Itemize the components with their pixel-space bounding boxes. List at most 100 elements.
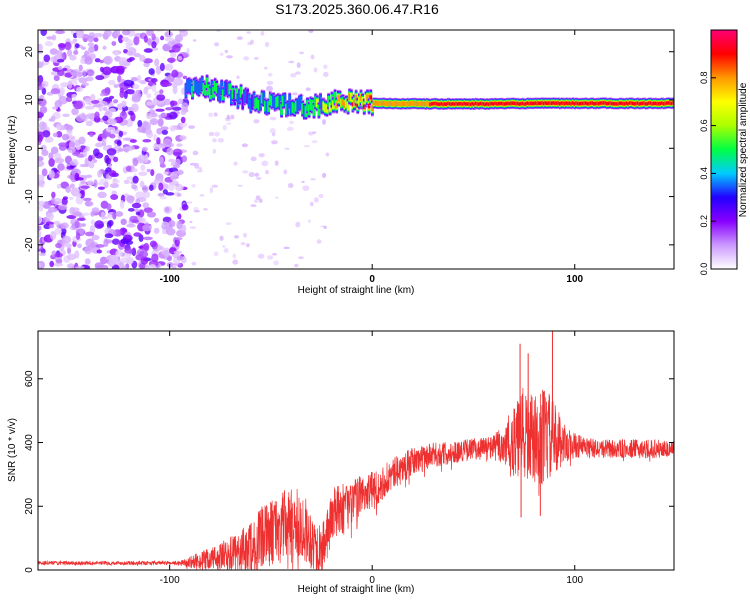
noise-speckle bbox=[226, 122, 232, 125]
signal-cell bbox=[382, 100, 386, 106]
signal-cell bbox=[458, 102, 462, 106]
signal-cell bbox=[609, 101, 612, 105]
noise-speckle bbox=[309, 201, 314, 207]
signal-cell bbox=[498, 101, 502, 106]
noise-speckle bbox=[151, 41, 157, 49]
noise-speckle bbox=[78, 64, 83, 72]
signal-cell bbox=[413, 101, 416, 106]
signal-cell bbox=[387, 101, 390, 106]
noise-speckle bbox=[48, 158, 55, 167]
noise-speckle bbox=[99, 178, 108, 183]
noise-speckle bbox=[160, 35, 165, 41]
noise-speckle bbox=[75, 265, 85, 269]
figure-title: S173.2025.360.06.47.R16 bbox=[275, 1, 439, 17]
snr-series bbox=[38, 331, 674, 570]
noise-speckle bbox=[38, 43, 43, 52]
signal-cell bbox=[567, 101, 570, 106]
signal-cell bbox=[393, 101, 397, 106]
y-tick-label: 0 bbox=[24, 145, 35, 151]
signal-cell bbox=[555, 101, 559, 105]
noise-speckle bbox=[89, 132, 94, 138]
signal-cell bbox=[184, 84, 188, 98]
noise-speckle bbox=[172, 148, 183, 157]
noise-speckle bbox=[156, 94, 166, 101]
noise-speckle bbox=[142, 138, 152, 143]
noise-speckle bbox=[105, 167, 112, 173]
signal-cell bbox=[638, 102, 642, 106]
signal-cell bbox=[494, 101, 497, 106]
noise-speckle bbox=[174, 34, 184, 43]
noise-speckle bbox=[58, 96, 68, 105]
signal-cell bbox=[398, 101, 402, 107]
y-tick-label: 10 bbox=[24, 94, 35, 106]
noise-speckle bbox=[99, 59, 105, 64]
signal-cell bbox=[523, 102, 527, 106]
noise-speckle bbox=[188, 125, 195, 129]
noise-speckle bbox=[75, 177, 84, 181]
signal-cell bbox=[186, 79, 189, 93]
noise-speckle bbox=[38, 204, 44, 212]
signal-cell bbox=[583, 101, 586, 105]
noise-speckle bbox=[84, 258, 91, 265]
signal-cell bbox=[503, 102, 507, 106]
noise-speckle bbox=[172, 164, 181, 168]
noise-speckle bbox=[102, 115, 109, 121]
noise-speckle bbox=[186, 47, 190, 54]
signal-cell bbox=[558, 102, 562, 106]
noise-speckle bbox=[79, 228, 85, 235]
noise-speckle bbox=[123, 79, 134, 87]
noise-speckle bbox=[163, 249, 170, 258]
noise-speckle bbox=[84, 105, 95, 110]
signal-cell bbox=[460, 102, 463, 106]
noise-speckle bbox=[103, 238, 109, 247]
noise-speckle bbox=[154, 58, 160, 67]
signal-cell bbox=[588, 101, 591, 106]
noise-speckle bbox=[111, 41, 117, 46]
noise-speckle bbox=[64, 125, 74, 131]
noise-speckle bbox=[97, 191, 107, 199]
noise-speckle bbox=[267, 255, 274, 260]
signal-cell bbox=[244, 89, 248, 102]
signal-cell bbox=[539, 101, 543, 106]
noise-speckle bbox=[121, 36, 130, 42]
signal-cell bbox=[301, 103, 305, 114]
x-tick-label: -100 bbox=[160, 274, 180, 285]
noise-speckle bbox=[38, 174, 45, 182]
signal-cell bbox=[322, 101, 326, 111]
noise-speckle bbox=[160, 126, 169, 131]
noise-speckle bbox=[70, 183, 75, 189]
snr-line bbox=[38, 387, 674, 570]
noise-speckle bbox=[161, 221, 169, 226]
noise-speckle bbox=[53, 74, 60, 82]
noise-speckle bbox=[271, 140, 278, 145]
signal-cell bbox=[426, 101, 429, 106]
noise-speckle bbox=[165, 107, 173, 111]
signal-cell bbox=[641, 101, 645, 106]
snr-frame bbox=[37, 330, 675, 571]
signal-cell bbox=[215, 82, 219, 94]
signal-cell bbox=[225, 80, 228, 96]
signal-cell bbox=[259, 96, 262, 110]
noise-speckle bbox=[86, 69, 95, 77]
noise-speckle bbox=[38, 74, 44, 84]
signal-cell bbox=[192, 80, 196, 92]
signal-cell bbox=[372, 100, 376, 106]
signal-cell bbox=[552, 101, 556, 105]
noise-speckle bbox=[105, 203, 112, 211]
noise-speckle bbox=[38, 160, 45, 167]
noise-speckle bbox=[38, 200, 45, 206]
noise-speckle bbox=[212, 148, 216, 154]
noise-speckle bbox=[168, 158, 176, 163]
signal-cell bbox=[665, 101, 669, 105]
noise-speckle bbox=[226, 55, 233, 59]
signal-cell bbox=[560, 101, 564, 105]
signal-cell bbox=[231, 88, 235, 99]
signal-cell bbox=[414, 101, 418, 106]
noise-speckle bbox=[295, 221, 301, 228]
noise-speckle bbox=[163, 98, 171, 106]
signal-cell bbox=[351, 102, 355, 107]
signal-cell bbox=[591, 101, 595, 105]
signal-cell bbox=[291, 102, 295, 113]
noise-speckle bbox=[38, 262, 42, 269]
signal-cell bbox=[430, 102, 434, 106]
